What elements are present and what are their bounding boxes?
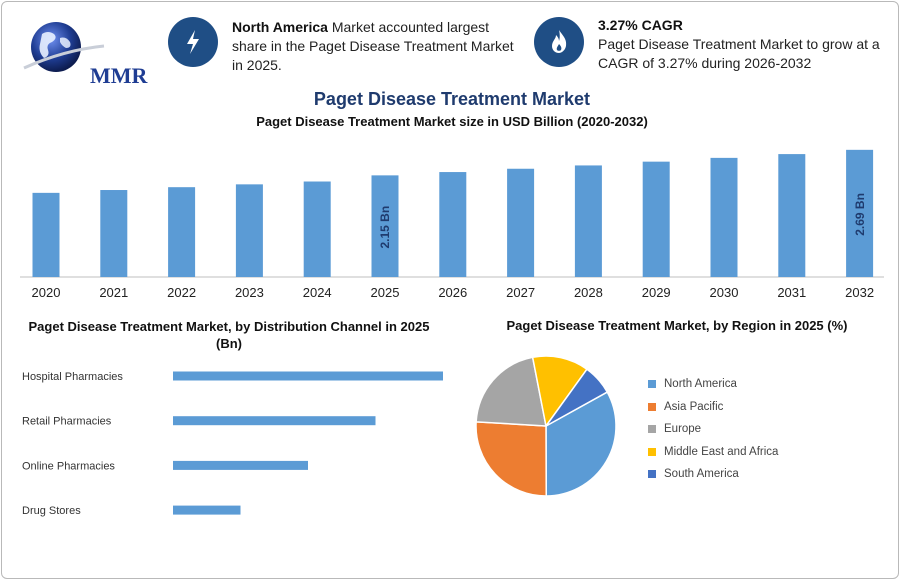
callout-2-text: Paget Disease Treatment Market to grow a… bbox=[598, 36, 880, 71]
legend-label: Middle East and Africa bbox=[664, 445, 779, 458]
lightning-bolt-icon bbox=[187, 30, 199, 54]
bar-2021 bbox=[100, 190, 128, 277]
x-tick-label: 2028 bbox=[574, 285, 603, 300]
hbar-3 bbox=[173, 505, 241, 515]
distribution-chart-title: Paget Disease Treatment Market, by Distr… bbox=[28, 319, 430, 351]
x-tick-label: 2029 bbox=[642, 285, 671, 300]
distribution-channel-bar-chart: Hospital Pharmacies Retail Pharmacies Onli… bbox=[22, 371, 443, 517]
hbar-2 bbox=[173, 460, 308, 470]
bar-2025 bbox=[371, 175, 399, 277]
x-tick-label: 2030 bbox=[710, 285, 739, 300]
legend-label: Europe bbox=[664, 423, 702, 436]
legend-swatch bbox=[648, 425, 656, 434]
bar-2024 bbox=[303, 181, 331, 277]
x-tick-label: 2021 bbox=[99, 285, 128, 300]
x-tick-label: 2031 bbox=[777, 285, 806, 300]
bar-chart-title: Paget Disease Treatment Market size in U… bbox=[256, 114, 648, 129]
legend-item: South America bbox=[648, 463, 778, 486]
x-tick-label: 2024 bbox=[303, 285, 332, 300]
legend-item: Europe bbox=[648, 418, 778, 441]
x-tick-label: 2020 bbox=[32, 285, 61, 300]
pie-slice-3 bbox=[531, 355, 588, 428]
x-tick-label: 2025 bbox=[371, 285, 400, 300]
bar-2030 bbox=[710, 157, 738, 277]
market-size-bar-chart: 2020 2021 2022 2023 2024 2025 2.15 Bn 2026 2027 2… bbox=[20, 149, 884, 300]
callout-1-text: Market accounted largest share in the Pa… bbox=[232, 19, 514, 73]
bar-2028 bbox=[574, 165, 602, 277]
globe-logo-icon bbox=[23, 22, 105, 72]
logo-text: MMR bbox=[90, 63, 148, 88]
bar-2020 bbox=[32, 192, 60, 277]
bar-2032 bbox=[846, 149, 874, 277]
legend-swatch bbox=[648, 402, 656, 411]
legend-label: South America bbox=[664, 468, 739, 481]
mmr-logo: MMR bbox=[20, 16, 147, 88]
bar-2027 bbox=[507, 168, 535, 277]
hbar-0 bbox=[173, 371, 443, 381]
main-title: Paget Disease Treatment Market bbox=[313, 89, 591, 109]
x-tick-label: 2026 bbox=[438, 285, 467, 300]
bar-2031 bbox=[778, 154, 806, 277]
legend-item: Middle East and Africa bbox=[648, 441, 778, 464]
pie-slice-0 bbox=[545, 391, 617, 497]
pie-slice-4 bbox=[545, 368, 609, 427]
bar-data-label: 2.15 Bn bbox=[378, 206, 392, 249]
legend-item: Asia Pacific bbox=[648, 396, 778, 419]
callout-north-america: North America Market accounted largest s… bbox=[232, 18, 522, 75]
legend-label: North America bbox=[664, 378, 737, 391]
x-tick-label: 2032 bbox=[845, 285, 874, 300]
callout-2-bold: 3.27% CAGR bbox=[598, 17, 683, 33]
x-tick-label: 2022 bbox=[167, 285, 196, 300]
legend-label: Asia Pacific bbox=[664, 400, 724, 413]
category-label: Online Pharmacies bbox=[22, 460, 115, 472]
legend-swatch bbox=[648, 447, 656, 456]
region-chart-title: Paget Disease Treatment Market, by Regio… bbox=[506, 318, 848, 333]
bar-2026 bbox=[439, 172, 467, 277]
bar-2029 bbox=[642, 161, 670, 277]
hbar-1 bbox=[173, 416, 376, 426]
bar-2022 bbox=[168, 187, 196, 277]
pie-legend: North America Asia Pacific Europe Middle Ea… bbox=[648, 373, 778, 486]
callout-cagr: 3.27% CAGR Paget Disease Treatment Marke… bbox=[598, 16, 888, 73]
legend-swatch bbox=[648, 380, 656, 389]
legend-swatch bbox=[648, 470, 656, 479]
region-pie-chart bbox=[475, 355, 617, 497]
bar-2023 bbox=[235, 184, 263, 277]
flame-icon bbox=[552, 30, 567, 53]
callout-1-bold: North America bbox=[232, 19, 328, 35]
bar-data-label: 2.69 Bn bbox=[853, 193, 867, 236]
callout-1-icon-circle bbox=[168, 17, 218, 67]
x-tick-label: 2023 bbox=[235, 285, 264, 300]
x-tick-label: 2027 bbox=[506, 285, 535, 300]
legend-item: North America bbox=[648, 373, 778, 396]
callout-2-icon-circle bbox=[534, 17, 584, 67]
pie-slice-1 bbox=[475, 421, 547, 497]
category-label: Drug Stores bbox=[22, 505, 81, 517]
category-label: Hospital Pharmacies bbox=[22, 371, 123, 383]
pie-slice-2 bbox=[475, 356, 547, 427]
category-label: Retail Pharmacies bbox=[22, 416, 112, 428]
